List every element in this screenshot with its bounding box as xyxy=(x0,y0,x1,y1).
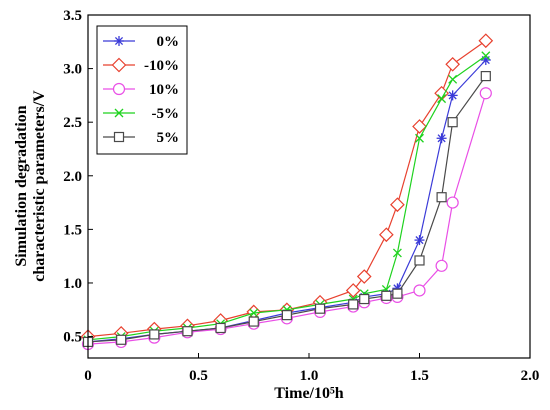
legend-item-2: 10% xyxy=(103,82,179,98)
y-tick-label-6: 3.5 xyxy=(63,8,82,24)
legend-box xyxy=(96,25,188,155)
x-tick-label-0: 0 xyxy=(84,368,92,384)
legend-label-3: -5% xyxy=(152,106,180,122)
series-1-point-9 xyxy=(356,269,372,284)
series-4-point-14 xyxy=(447,117,458,128)
series-3-point-5 xyxy=(249,308,259,318)
x-tick-label-1: 0.5 xyxy=(189,368,208,384)
series-2-point-14 xyxy=(446,196,459,209)
series-4-line xyxy=(87,75,487,343)
series-4-point-10 xyxy=(381,290,392,301)
ticks-layer: 0 0.5 1.0 1.5 2.0 0.5 1.0 1.5 2.0 2.5 3.0 3.5 xyxy=(63,8,539,384)
series-4-point-6 xyxy=(281,310,292,321)
y-tick-label-1: 1.0 xyxy=(63,276,82,292)
y-tick-label-2: 1.5 xyxy=(63,222,82,238)
series-1-point-8 xyxy=(345,283,361,298)
legend-marker-4 xyxy=(113,131,125,143)
series-4-point-4 xyxy=(215,322,226,334)
y-tick-label-5: 3.0 xyxy=(63,62,82,78)
x-tick-label-3: 1.5 xyxy=(410,368,429,384)
legend-item-1: -10% xyxy=(103,57,179,74)
series-0-point-13 xyxy=(436,133,447,144)
series-4-point-13 xyxy=(436,192,447,203)
x-tick-label-2: 1.0 xyxy=(300,368,319,384)
series-layer xyxy=(80,33,494,351)
series-1-point-15 xyxy=(478,33,494,49)
series-3-point-14 xyxy=(448,74,458,84)
series-4-point-3 xyxy=(182,326,193,337)
legend-label-0: 0% xyxy=(157,34,180,50)
legend-marker-2 xyxy=(112,82,126,96)
series-1-point-10 xyxy=(379,227,394,243)
series-4-point-1 xyxy=(116,334,127,345)
y-tick-label-4: 2.5 xyxy=(63,115,82,131)
series-4-point-8 xyxy=(348,299,359,310)
series-4-point-2 xyxy=(149,329,160,340)
legend-label-4: 5% xyxy=(157,130,180,146)
series-3-point-13 xyxy=(437,94,447,104)
legend-marker-3 xyxy=(114,108,124,118)
legend-item-0: 0% xyxy=(103,34,179,50)
series-4-point-12 xyxy=(414,255,425,266)
series-4-point-9 xyxy=(359,293,370,305)
y-axis-title: Simulation degradation characteristic pa… xyxy=(13,90,48,282)
legend-label-2: 10% xyxy=(149,82,179,98)
series-1-point-14 xyxy=(445,56,460,72)
series-3-line xyxy=(87,55,487,341)
legend-marker-1 xyxy=(111,57,127,73)
legend-item-3: -5% xyxy=(103,106,179,122)
series-3-point-11 xyxy=(392,248,402,258)
x-tick-label-4: 2.0 xyxy=(521,368,540,384)
series-1-point-12 xyxy=(412,119,427,134)
series-3-point-15 xyxy=(481,51,491,61)
legend-item-4: 5% xyxy=(103,130,179,146)
series-4-point-11 xyxy=(392,288,403,299)
y-axis-title-line-2: characteristic parameters/V xyxy=(31,90,48,282)
series-2-point-13 xyxy=(435,259,448,272)
series-4-point-7 xyxy=(314,303,326,314)
legend-marker-0 xyxy=(114,36,124,46)
series-2-point-12 xyxy=(413,284,426,297)
series-2-line xyxy=(87,93,487,345)
series-4-point-15 xyxy=(480,70,491,82)
y-tick-label-3: 2.0 xyxy=(63,169,82,185)
series-3-point-12 xyxy=(415,133,424,143)
y-tick-label-0: 0.5 xyxy=(63,330,82,346)
series-4-point-5 xyxy=(248,316,259,327)
legend-label-1: -10% xyxy=(144,58,179,74)
x-axis-title: Time/10⁵h xyxy=(274,385,344,402)
series-0-point-12 xyxy=(414,235,425,246)
series-1-point-11 xyxy=(390,197,405,213)
y-axis-title-line-1: Simulation degradation xyxy=(13,105,30,266)
series-1-line xyxy=(87,40,487,338)
series-0-point-14 xyxy=(447,90,458,101)
series-4 xyxy=(82,70,491,348)
legend: 0% -10% 10% -5% 5% xyxy=(96,25,188,155)
series-2-point-15 xyxy=(479,87,492,100)
